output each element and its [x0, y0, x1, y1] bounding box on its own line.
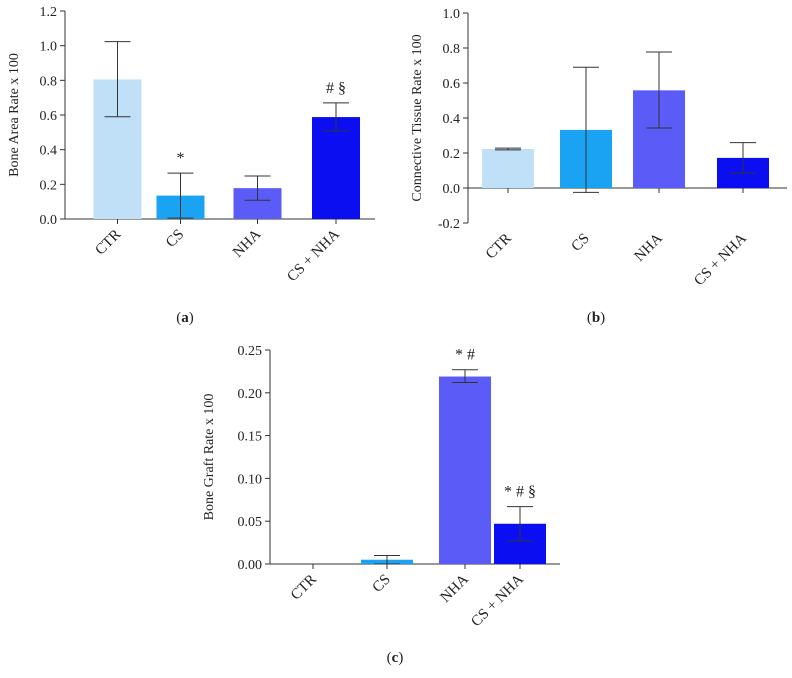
y-tick-label: 0.0 — [443, 182, 461, 197]
y-tick-label: 0.00 — [238, 558, 263, 573]
bar-nha — [439, 376, 491, 564]
y-tick-label: 0.4 — [40, 144, 58, 159]
y-tick-label: 0.10 — [238, 472, 263, 487]
error-bar — [495, 147, 521, 151]
x-tick-label: CS — [370, 572, 394, 596]
y-tick-label: 0.6 — [443, 77, 461, 92]
y-tick-label: 1.0 — [443, 7, 461, 22]
x-tick-label: CS + NHA — [691, 230, 750, 289]
y-tick-label: 1.2 — [40, 5, 58, 20]
panel-label: (b) — [587, 310, 605, 326]
y-tick-label: 0.8 — [40, 74, 58, 89]
x-tick-label: NHA — [438, 571, 472, 605]
error-bar — [167, 172, 194, 219]
x-tick-label: CS — [163, 227, 187, 251]
panel-label: (a) — [176, 310, 194, 326]
y-tick-label: 0.0 — [40, 213, 58, 228]
y-axis-label: Bone Graft Rate x 100 — [202, 394, 217, 521]
chart-panel-1: -0.2 0.0 0.2 0.4 0.6 0.8 1.0 Connective Tissue … — [410, 7, 787, 326]
panel-label: (c) — [387, 650, 404, 666]
y-tick-label: 0.25 — [238, 344, 263, 359]
error-bar — [452, 369, 478, 384]
y-tick-label: 0.15 — [238, 430, 263, 445]
y-tick-label: -0.2 — [438, 217, 460, 232]
chart-panel-2: 0.00 0.05 0.10 0.15 0.20 0.25 Bone Graft Rate … — [202, 344, 560, 666]
y-tick-label: 0.05 — [238, 515, 263, 530]
y-tick-label: 0.2 — [443, 147, 461, 162]
y-tick-label: 1.0 — [40, 40, 58, 55]
error-bar — [244, 175, 271, 201]
y-tick-label: 0.2 — [40, 178, 58, 193]
error-bar — [646, 51, 672, 129]
bar-cs-nha — [312, 117, 360, 219]
error-bar — [730, 142, 756, 174]
y-axis-label: Connective Tissue Rate x 100 — [410, 34, 425, 201]
significance-annotation: * # § — [504, 484, 536, 501]
x-tick-label: CTR — [483, 231, 515, 263]
x-tick-label: CTR — [92, 227, 124, 259]
x-tick-label: CTR — [288, 572, 320, 604]
y-tick-label: 0.8 — [443, 42, 461, 57]
x-tick-label: CS + NHA — [284, 226, 343, 285]
significance-annotation: * — [177, 150, 185, 167]
significance-annotation: * # — [455, 347, 475, 364]
error-bar — [507, 506, 533, 542]
y-axis-label: Bone Area Rate x 100 — [7, 53, 22, 177]
error-bar — [104, 41, 131, 118]
bar-ctr — [482, 148, 534, 188]
x-tick-label: CS — [569, 231, 593, 255]
x-tick-label: NHA — [230, 226, 264, 260]
x-tick-label: NHA — [632, 230, 666, 264]
error-bar — [323, 102, 349, 132]
y-tick-label: 0.4 — [443, 112, 461, 127]
significance-annotation: # § — [326, 80, 346, 97]
x-tick-label: CS + NHA — [468, 571, 527, 630]
y-tick-label: 0.20 — [238, 387, 263, 402]
y-tick-label: 0.6 — [40, 109, 58, 124]
chart-panel-0: 0.0 0.2 0.4 0.6 0.8 1.0 1.2 Bone Area Rate x 10… — [7, 5, 375, 326]
